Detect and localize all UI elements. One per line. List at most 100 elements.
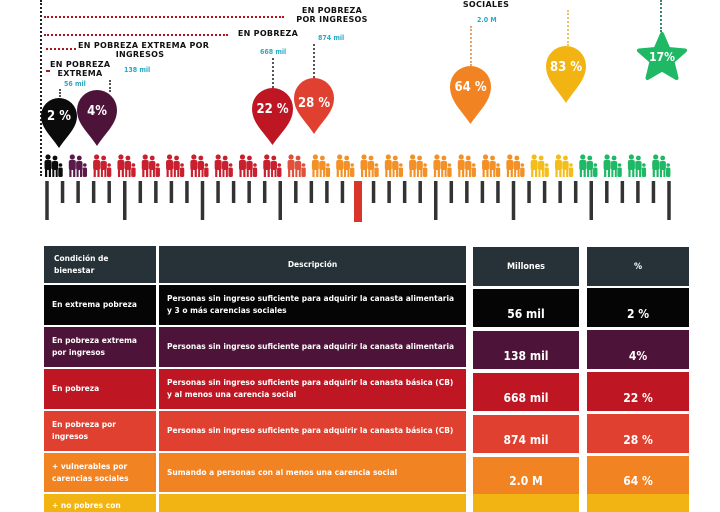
- label-line: EXTREMA: [57, 69, 103, 78]
- ruler-tick: [309, 181, 314, 203]
- family-icon: [117, 154, 136, 177]
- ruler-tick: [107, 181, 111, 203]
- ruler-tick: [465, 181, 469, 203]
- ruler-tick: [636, 181, 640, 203]
- family-icon: [287, 154, 306, 177]
- ruler-tick: [651, 181, 656, 203]
- ruler-tick: [542, 181, 547, 203]
- ruler-tick: [169, 181, 174, 203]
- cell-pct: 2 %: [587, 288, 689, 327]
- cell-millones: [473, 494, 579, 512]
- ruler-tick: [247, 181, 251, 203]
- family-icon: [627, 154, 647, 177]
- ruler-tick: [387, 181, 391, 203]
- ruler-tick: [667, 181, 671, 220]
- ruler-tick: [262, 181, 267, 203]
- connector-no-pobres: [567, 10, 569, 46]
- cell-millones: 874 mil: [473, 415, 579, 453]
- label-line: POR INGRESOS: [296, 15, 368, 24]
- cell-millones: 56 mil: [473, 289, 579, 327]
- connector-extrema: [59, 89, 61, 97]
- pin-label: 2 %: [47, 109, 71, 124]
- ruler-tick: [45, 181, 49, 220]
- family-icon: [360, 154, 379, 177]
- label-pobreza-ingresos: EN POBREZA POR INGRESOS: [286, 6, 378, 24]
- ruler-tick: [449, 181, 454, 203]
- ruler-tick: [402, 181, 407, 203]
- ruler-tick: [185, 181, 189, 203]
- ruler-tick: [294, 181, 298, 203]
- family-icon: [482, 154, 501, 177]
- family-icon: [652, 154, 671, 177]
- ruler-tick: [154, 181, 158, 203]
- ruler-tick: [278, 181, 282, 220]
- cell-descripcion: Personas sin ingreso suficiente para adq…: [159, 327, 466, 367]
- ruler-tick: [527, 181, 531, 203]
- value-extrema: 56 mil: [64, 80, 86, 88]
- ruler-tick: [91, 181, 96, 203]
- pin-label: 64 %: [454, 80, 487, 95]
- cell-condicion: En pobreza por ingresos: [44, 411, 156, 451]
- ruler-tick: [605, 181, 609, 203]
- ruler-tick: [558, 181, 562, 203]
- value-vulnerables: 2.0 M: [477, 16, 497, 24]
- family-icon: [603, 154, 622, 177]
- cell-pct: 64 %: [587, 456, 689, 494]
- pin-marker-extrema-ingresos: 4%: [77, 90, 117, 146]
- cell-descripcion: Sumando a personas con al menos una care…: [159, 453, 466, 492]
- map-pin-icon: [294, 78, 334, 134]
- family-icon: [311, 154, 331, 177]
- ruler-tick: [589, 181, 593, 220]
- cell-condicion: En extrema pobreza: [44, 285, 156, 325]
- connector-pobreza-ingresos: [313, 44, 315, 78]
- family-icon: [530, 154, 549, 177]
- family-icon: [214, 154, 233, 177]
- cell-descripcion: [159, 494, 466, 512]
- ruler-marker: [354, 181, 362, 222]
- cell-condicion: En pobreza extrema por ingresos: [44, 327, 156, 367]
- cell-descripcion: Personas sin ingreso suficiente para adq…: [159, 411, 466, 451]
- connector-no-pobres-sin-carencias: [660, 0, 662, 32]
- cell-condicion: En pobreza: [44, 369, 156, 409]
- map-pin-icon: [546, 46, 586, 103]
- star-marker-no-pobres-sin-carencias: 17%: [637, 32, 687, 82]
- pin-label: 22 %: [256, 102, 289, 117]
- ruler-tick: [76, 181, 80, 203]
- ruler-tick: [216, 181, 220, 203]
- ruler-tick: [200, 181, 205, 220]
- value-pobreza: 668 mil: [260, 48, 287, 56]
- label-line: INGRESOS: [115, 50, 165, 59]
- family-icon: [93, 154, 112, 177]
- map-pin-icon: [77, 90, 117, 146]
- family-icon: [263, 154, 282, 177]
- ruler-tick: [231, 181, 236, 203]
- ruler-tick: [480, 181, 485, 203]
- ruler-tick: [511, 181, 516, 220]
- header-condicion: Condición de bienestar: [44, 246, 156, 283]
- value-extrema-ingresos: 138 mil: [124, 66, 151, 74]
- ruler-tick: [325, 181, 329, 203]
- cell-condicion: + no pobres con: [44, 494, 156, 512]
- family-icon: [384, 154, 404, 177]
- label-extrema-ingresos: EN POBREZA EXTREMA POR INGRESOS: [78, 41, 209, 59]
- cell-millones: 138 mil: [473, 331, 579, 369]
- family-icon: [554, 154, 574, 177]
- connector-vulnerables: [470, 26, 472, 66]
- cell-pct: 4%: [587, 330, 689, 369]
- family-icon: [44, 154, 63, 177]
- cell-pct: [587, 494, 689, 512]
- family-icon: [457, 154, 476, 177]
- ruler-tick: [340, 181, 345, 203]
- left-dotted-axis: [40, 0, 42, 176]
- guide-line-pobreza-ingresos: [44, 16, 284, 18]
- family-icons-row: [44, 154, 671, 177]
- star-label: 17%: [649, 50, 675, 64]
- cell-millones: 2.0 M: [473, 457, 579, 494]
- header-descripcion: Descripción: [159, 246, 466, 283]
- cell-pct: 28 %: [587, 414, 689, 453]
- label-pobreza: EN POBREZA: [237, 29, 299, 38]
- star-icon: [637, 32, 687, 80]
- family-icon: [579, 154, 598, 177]
- label-line: EN POBREZA: [50, 60, 111, 69]
- label-extrema: EN POBREZA EXTREMA: [50, 60, 110, 78]
